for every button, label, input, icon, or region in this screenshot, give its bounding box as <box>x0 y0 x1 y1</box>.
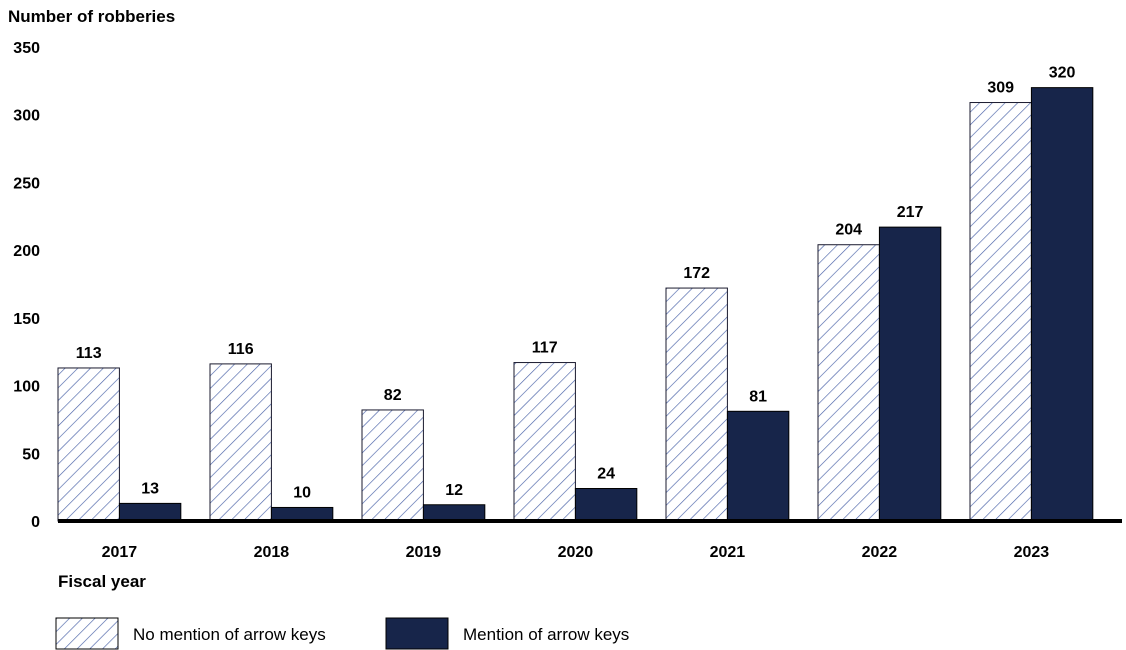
bar-no-mention-2023 <box>969 102 1032 522</box>
x-tick-label: 2021 <box>710 544 746 561</box>
bar-no-mention-2020 <box>513 362 576 522</box>
y-tick-label: 350 <box>13 40 40 57</box>
bar-mention-2021 <box>726 410 790 522</box>
x-axis-ticks: 2017 2018 2019 2020 2021 2022 2023 <box>102 544 1050 561</box>
bar-no-mention-2021 <box>665 287 728 522</box>
data-label: 320 <box>1049 65 1076 82</box>
x-tick-label: 2018 <box>254 544 290 561</box>
x-tick-label: 2022 <box>862 544 898 561</box>
data-label: 117 <box>532 340 558 357</box>
y-tick-label: 50 <box>22 446 40 463</box>
data-label: 204 <box>835 222 862 239</box>
bar-mention-2019 <box>422 504 486 522</box>
bar-no-mention-2019 <box>361 409 424 522</box>
y-tick-label: 100 <box>13 379 40 396</box>
y-tick-label: 300 <box>13 108 40 125</box>
x-tick-label: 2017 <box>102 544 138 561</box>
y-axis-title: Number of robberies <box>8 7 175 26</box>
x-tick-label: 2023 <box>1014 544 1050 561</box>
y-tick-label: 250 <box>13 175 40 192</box>
data-label: 13 <box>141 480 159 497</box>
bar-no-mention-2018 <box>209 363 272 522</box>
data-label: 172 <box>683 265 710 282</box>
legend-swatch-mention <box>385 617 449 650</box>
y-axis-ticks: 0 50 100 150 200 250 300 350 <box>13 40 40 531</box>
x-tick-label: 2020 <box>558 544 594 561</box>
x-tick-label: 2019 <box>406 544 442 561</box>
bar-no-mention-2017 <box>57 367 120 522</box>
bar-mention-2022 <box>878 226 942 522</box>
data-label: 81 <box>749 388 767 405</box>
data-label: 12 <box>445 482 463 499</box>
y-tick-label: 200 <box>13 243 40 260</box>
bar-mention-2018 <box>270 506 334 522</box>
data-label: 10 <box>293 484 311 501</box>
data-labels-group: 113 13 116 10 82 12 117 24 172 81 204 217 309 320 <box>76 65 1076 502</box>
data-label: 309 <box>987 80 1014 97</box>
bar-no-mention-2022 <box>817 244 880 522</box>
y-tick-label: 0 <box>31 514 40 531</box>
data-label: 217 <box>897 204 924 221</box>
y-tick-label: 150 <box>13 311 40 328</box>
x-axis-title: Fiscal year <box>58 572 146 591</box>
bar-mention-2020 <box>574 488 638 522</box>
bar-mention-2017 <box>118 502 182 522</box>
data-label: 82 <box>384 387 402 404</box>
legend: No mention of arrow keys Mention of arro… <box>55 617 629 650</box>
data-label: 116 <box>228 341 254 358</box>
bar-mention-2023 <box>1030 87 1094 522</box>
legend-label-mention: Mention of arrow keys <box>463 625 629 644</box>
bars-group <box>57 87 1094 522</box>
data-label: 24 <box>597 466 615 483</box>
legend-label-no-mention: No mention of arrow keys <box>133 625 326 644</box>
legend-swatch-no-mention <box>55 617 119 650</box>
data-label: 113 <box>76 345 102 362</box>
